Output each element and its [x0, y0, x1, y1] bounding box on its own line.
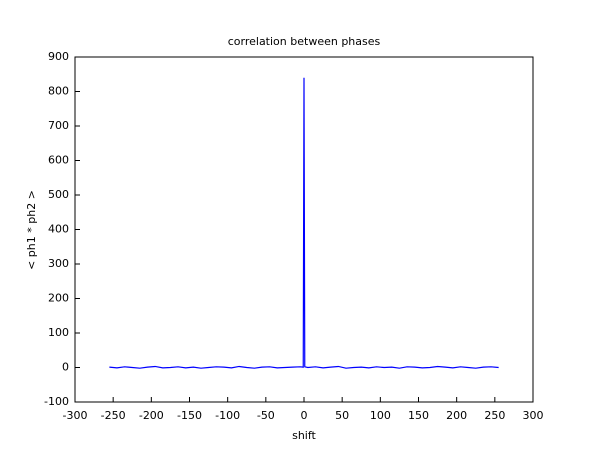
y-tick-label: 600: [48, 154, 69, 167]
x-tick-label: 200: [446, 409, 467, 422]
x-tick-label: -300: [63, 409, 88, 422]
x-tick-label: -200: [139, 409, 164, 422]
x-tick-label: 250: [484, 409, 505, 422]
chart-title: correlation between phases: [228, 35, 381, 48]
x-tick-label: 50: [335, 409, 349, 422]
data-line: [109, 77, 499, 369]
x-tick-label: -250: [101, 409, 126, 422]
x-tick-label: 100: [370, 409, 391, 422]
x-axis-label: shift: [292, 429, 316, 442]
y-tick-label: 800: [48, 85, 69, 98]
y-tick-label: 700: [48, 119, 69, 132]
x-tick-label: -100: [215, 409, 240, 422]
x-tick-label: 300: [523, 409, 544, 422]
y-tick-label: 100: [48, 326, 69, 339]
y-tick-label: -100: [44, 395, 69, 408]
x-tick-label: -150: [177, 409, 202, 422]
x-tick-label: 0: [301, 409, 308, 422]
y-tick-label: 400: [48, 223, 69, 236]
x-tick-label: 150: [408, 409, 429, 422]
y-tick-label: 500: [48, 188, 69, 201]
x-tick-label: -50: [257, 409, 275, 422]
y-tick-label: 300: [48, 257, 69, 270]
y-tick-label: 200: [48, 292, 69, 305]
y-tick-label: 0: [62, 361, 69, 374]
y-axis-label: < ph1 * ph2 >: [25, 190, 38, 270]
y-tick-label: 900: [48, 50, 69, 63]
